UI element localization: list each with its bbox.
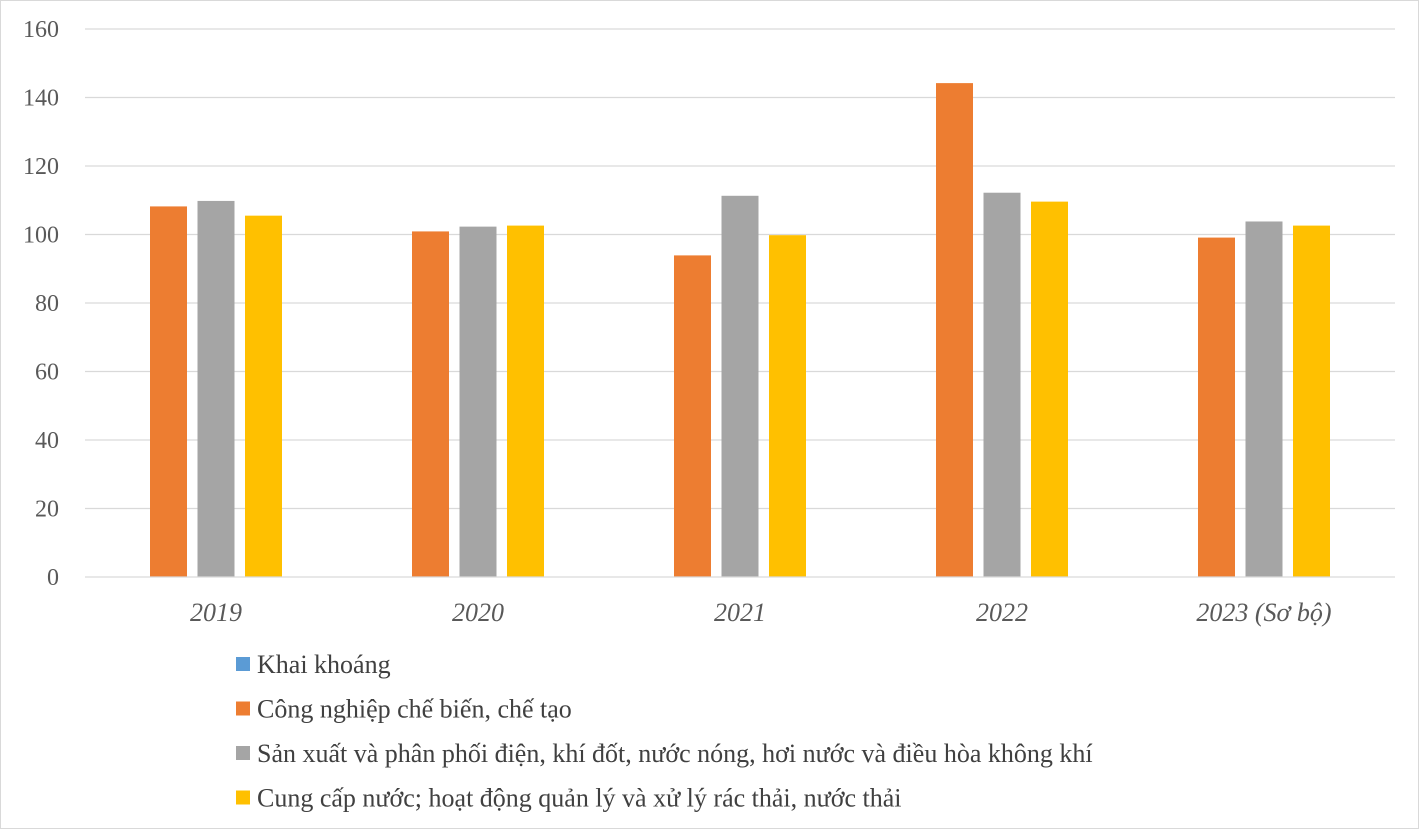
bar (1245, 221, 1283, 578)
y-tick-label: 20 (35, 497, 59, 523)
legend-label: Sản xuất và phân phối điện, khí đốt, nướ… (257, 739, 1093, 768)
x-tick-label: 2022 (976, 598, 1028, 627)
bar (1031, 201, 1068, 577)
legend-label: Công nghiệp chế biến, chế tạo (257, 695, 572, 724)
bar (1293, 225, 1330, 577)
legend-swatch (236, 657, 250, 671)
legend-swatch (236, 790, 250, 805)
bar (150, 206, 187, 578)
x-axis-ticks: 2019 2020 2021 2022 2023 (Sơ bộ) (190, 598, 1332, 627)
bar (769, 235, 806, 577)
y-tick-label: 100 (23, 223, 59, 249)
y-tick-label: 140 (23, 86, 59, 112)
y-tick-label: 80 (35, 291, 59, 317)
bar (412, 231, 449, 578)
bar (721, 195, 759, 578)
x-tick-label: 2019 (190, 598, 242, 627)
y-tick-label: 60 (35, 360, 59, 386)
legend-swatch (236, 701, 250, 716)
bar (507, 225, 544, 577)
y-tick-label: 160 (23, 17, 59, 43)
legend: Khai khoáng Công nghiệp chế biến, chế tạo… (236, 650, 1093, 813)
y-axis-ticks: 0 20 40 60 80 100 120 140 160 (23, 17, 59, 591)
legend-label: Khai khoáng (257, 650, 391, 679)
bar (245, 215, 282, 577)
y-tick-label: 0 (47, 565, 59, 591)
x-tick-label: 2021 (714, 598, 766, 627)
bar (197, 200, 235, 577)
x-tick-label: 2020 (452, 598, 504, 627)
x-tick-label: 2023 (Sơ bộ) (1196, 598, 1331, 627)
legend-swatch (236, 746, 250, 760)
bar (674, 255, 711, 577)
bars (150, 83, 1330, 578)
y-tick-label: 120 (23, 154, 59, 180)
y-tick-label: 40 (35, 428, 59, 454)
bar (1198, 237, 1235, 577)
bar (936, 83, 973, 578)
legend-label: Cung cấp nước; hoạt động quản lý và xử l… (257, 784, 902, 813)
bar (459, 226, 497, 577)
bar (983, 192, 1021, 577)
